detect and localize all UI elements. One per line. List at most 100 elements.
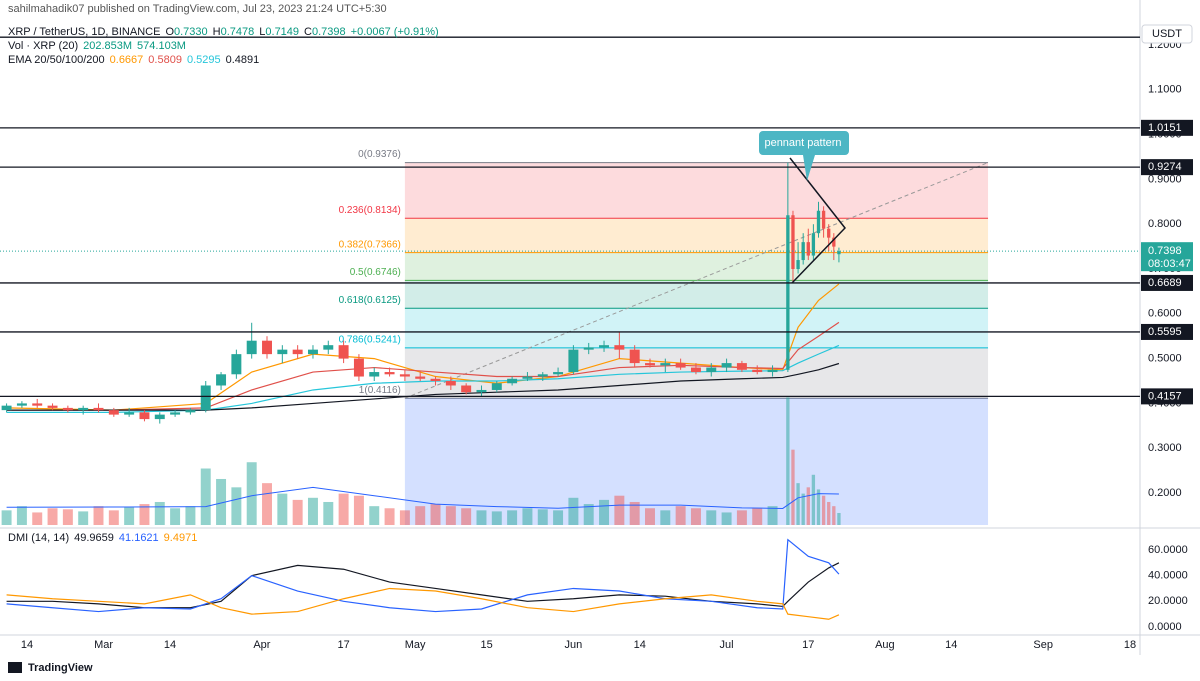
- candle-body: [445, 381, 456, 386]
- volume-bar: [353, 495, 364, 525]
- last-price: 0.7398: [1148, 245, 1182, 257]
- candle-body: [399, 374, 410, 377]
- level-label-box: [1141, 119, 1193, 136]
- volume-bar: [832, 506, 836, 525]
- volume-bar: [307, 497, 318, 525]
- volume-bar: [752, 508, 763, 525]
- volume-bar: [445, 506, 456, 525]
- dmi-value: 41.1621: [118, 532, 159, 544]
- candle-body: [384, 372, 395, 375]
- candle-body: [837, 251, 841, 255]
- fib-band: [404, 308, 989, 348]
- x-tick-label: 14: [21, 639, 33, 651]
- volume-bar: [139, 504, 150, 525]
- candle-body: [62, 407, 73, 411]
- credit-row: sahilmahadik07 published on TradingView.…: [8, 3, 387, 15]
- level-label: 0.4157: [1148, 390, 1182, 402]
- candle-body: [675, 363, 686, 368]
- y-tick-label: 1.1000: [1148, 84, 1182, 96]
- ohlc-key: H: [212, 26, 221, 38]
- ohlc-value: 0.7330: [174, 26, 208, 38]
- volume-group: [1, 397, 841, 525]
- ema-value: 0.5809: [148, 54, 182, 66]
- volume-bar: [1, 510, 12, 525]
- candle-body: [307, 349, 318, 355]
- levels-group: [0, 36, 1140, 398]
- ema-legend: EMA 20/50/100/200 0.6667 0.5809 0.5295 0.489…: [8, 54, 259, 66]
- ohlc-key: O: [165, 26, 174, 38]
- y-tick-label: 0.2000: [1148, 487, 1182, 499]
- volume-bar: [430, 504, 441, 525]
- volume-legend: Vol · XRP (20) 202.853M 574.103M: [8, 40, 186, 52]
- dmi-legend: DMI (14, 14) 49.9659 41.1621 9.4971: [8, 532, 197, 544]
- volume-bar: [154, 501, 165, 525]
- dmi-tick-label: 60.0000: [1148, 544, 1188, 556]
- volume-bar: [837, 512, 841, 525]
- candle-body: [706, 367, 717, 373]
- candle-body: [801, 242, 805, 261]
- dmi-line: [6, 562, 840, 609]
- x-tick-label: Apr: [253, 639, 270, 651]
- candle-body: [476, 389, 487, 393]
- ohlc-key: C: [304, 26, 312, 38]
- volume-bar: [124, 507, 135, 525]
- ohlc-value: 0.7478: [220, 26, 255, 38]
- dmi-tick-label: 0.0000: [1148, 621, 1182, 633]
- volume-bar: [231, 487, 242, 525]
- volume-bar: [721, 512, 732, 525]
- volume-bar: [736, 510, 747, 525]
- x-tick-label: 17: [337, 639, 349, 651]
- candle-body: [721, 363, 732, 368]
- y-tick-label: 0.3000: [1148, 442, 1182, 454]
- x-tick-label: Jul: [720, 639, 734, 651]
- volume-bar: [816, 489, 821, 525]
- x-tick-label: Jun: [565, 639, 583, 651]
- candle-body: [786, 215, 790, 370]
- candle-body: [200, 385, 211, 411]
- ema-value: 0.6667: [109, 54, 144, 66]
- candle-body: [491, 383, 502, 390]
- x-tick-label: Mar: [94, 639, 113, 651]
- candle-body: [767, 369, 778, 373]
- candle-body: [811, 233, 816, 256]
- x-tick-label: 17: [802, 639, 814, 651]
- candle-body: [827, 228, 831, 238]
- volume-bar: [553, 510, 564, 525]
- candle-body: [614, 345, 625, 350]
- x-tick-label: May: [405, 639, 426, 651]
- candle-body: [507, 378, 518, 384]
- currency: USDT: [1152, 28, 1182, 40]
- volume-name: Vol · XRP (20): [8, 40, 79, 52]
- ohlc-item: C0.7398: [304, 26, 346, 38]
- ohlc-value: 0.7149: [265, 26, 300, 38]
- volume-bar: [827, 501, 831, 525]
- volume-bar: [786, 397, 790, 525]
- volume-bar: [629, 501, 640, 525]
- volume-bar: [277, 493, 288, 525]
- candle-body: [338, 345, 349, 359]
- change: +0.0067 (+0.91%): [350, 26, 439, 38]
- volume-bar: [568, 497, 579, 525]
- volume-bar: [537, 509, 548, 525]
- level-label: 0.5595: [1148, 326, 1182, 338]
- y-tick-label: 0.6000: [1148, 308, 1182, 320]
- dmi-group: [6, 538, 840, 620]
- candle-body: [108, 410, 119, 415]
- volume-bar: [292, 499, 303, 525]
- callout-box: [759, 131, 849, 181]
- y-tick-label: 0.5000: [1148, 353, 1182, 365]
- volume-bar: [476, 510, 487, 525]
- volume-value: 202.853M: [83, 40, 133, 52]
- candle-body: [16, 403, 27, 406]
- ohlc-key: L: [259, 26, 266, 38]
- level-label-box: [1141, 274, 1193, 291]
- candle-body: [690, 367, 701, 373]
- footer: TradingView: [28, 662, 93, 674]
- candle-body: [599, 345, 610, 348]
- ohlc-value: 0.7398: [312, 26, 346, 38]
- candle-body: [154, 414, 165, 420]
- symbol: XRP / TetherUS, 1D, BINANCE: [8, 26, 161, 38]
- candle-body: [124, 412, 135, 415]
- fib-label: 0(0.9376): [358, 149, 401, 160]
- volume-bar: [262, 483, 272, 525]
